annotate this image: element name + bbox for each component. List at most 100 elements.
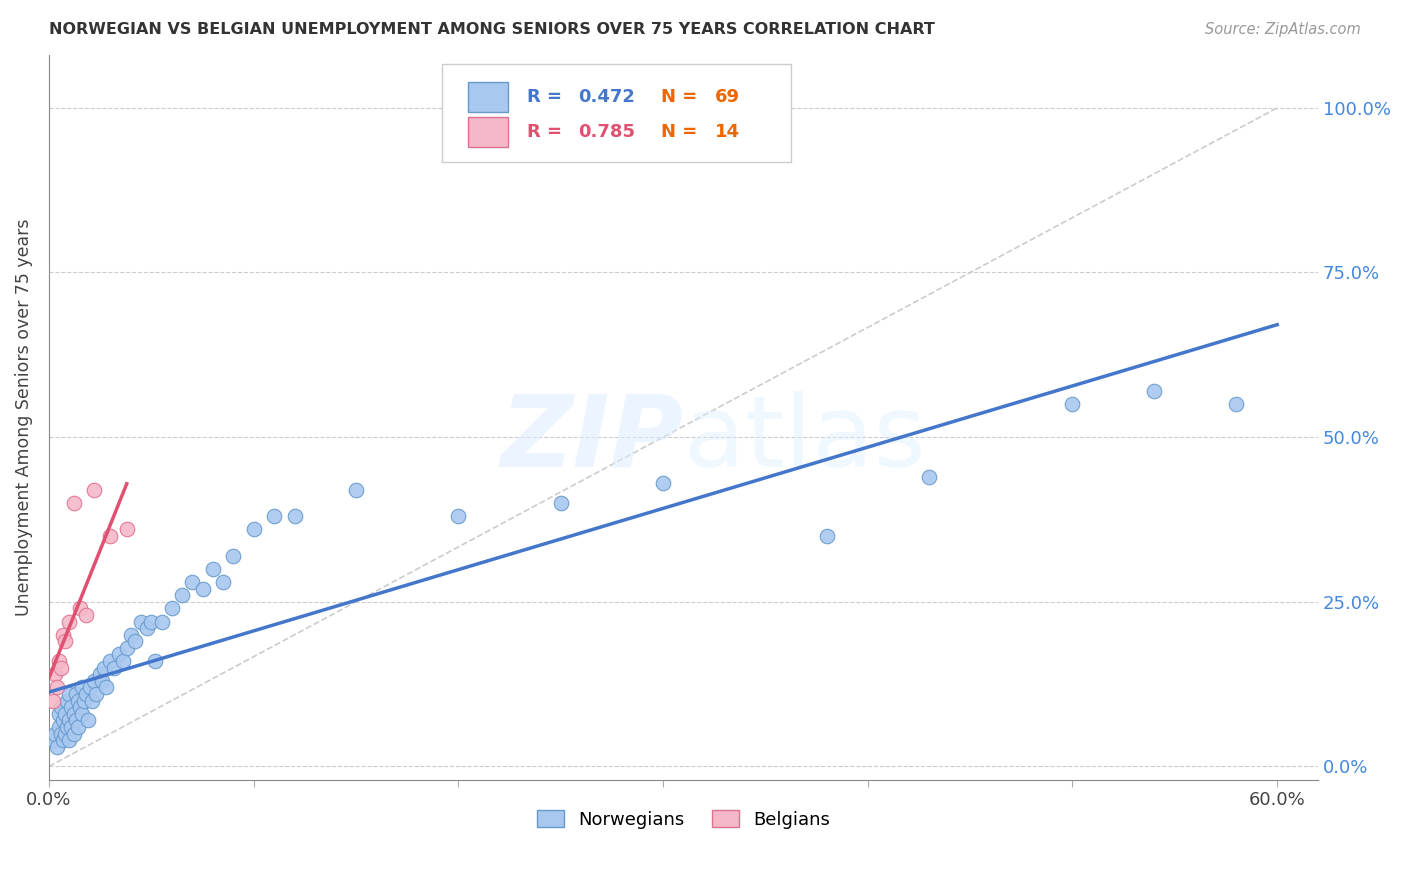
Point [46,681,69,695]
Point [170,588,193,602]
Point [66,720,89,734]
Point [1062,397,1084,411]
Point [212,574,235,589]
Point [73,693,96,707]
Point [160,601,183,615]
Point [652,476,675,491]
Point [96,681,118,695]
FancyBboxPatch shape [443,64,792,161]
Point [51,726,73,740]
Text: 69: 69 [716,88,741,106]
Point [51,660,73,674]
Point [48,706,70,721]
Point [344,483,367,497]
Point [115,640,138,655]
FancyBboxPatch shape [468,117,509,147]
Point [66,693,89,707]
Point [62,496,84,510]
Point [56,720,79,734]
Point [60,700,83,714]
Text: R =: R = [527,88,568,106]
Point [100,529,122,543]
Point [65,687,87,701]
Point [115,522,138,536]
Text: atlas: atlas [683,391,925,488]
Text: 0.785: 0.785 [578,123,636,141]
Point [42,693,65,707]
Point [58,687,80,701]
Point [141,615,163,629]
Text: ZIP: ZIP [501,391,683,488]
Point [46,739,69,754]
Point [222,549,245,563]
FancyBboxPatch shape [468,82,509,112]
Point [145,654,167,668]
Point [75,607,97,622]
Point [1143,384,1166,398]
Point [284,509,307,524]
Text: 0.472: 0.472 [578,88,636,106]
Point [107,648,129,662]
Point [83,483,105,497]
Text: Source: ZipAtlas.com: Source: ZipAtlas.com [1205,22,1361,37]
Point [100,654,122,668]
Point [124,634,146,648]
Point [263,509,285,524]
Point [93,660,115,674]
Point [42,733,65,747]
Text: N =: N = [661,123,703,141]
Point [550,496,572,510]
Point [150,615,173,629]
Point [58,615,80,629]
Point [83,673,105,688]
Point [80,693,103,707]
Point [52,733,75,747]
Point [69,601,91,615]
Point [70,681,93,695]
Point [48,654,70,668]
Point [191,582,214,596]
Point [65,714,87,728]
Point [120,628,142,642]
Point [815,529,838,543]
Point [129,615,152,629]
Point [58,714,80,728]
Text: NORWEGIAN VS BELGIAN UNEMPLOYMENT AMONG SENIORS OVER 75 YEARS CORRELATION CHART: NORWEGIAN VS BELGIAN UNEMPLOYMENT AMONG … [49,22,935,37]
Point [1225,397,1247,411]
Y-axis label: Unemployment Among Seniors over 75 years: Unemployment Among Seniors over 75 years [15,219,32,616]
Point [69,700,91,714]
Point [447,509,470,524]
Point [52,714,75,728]
Point [60,720,83,734]
Point [103,660,125,674]
Point [53,634,76,648]
Point [53,726,76,740]
Text: R =: R = [527,123,568,141]
Point [84,687,107,701]
Point [52,628,75,642]
Point [111,654,134,668]
Point [53,706,76,721]
Point [91,673,114,688]
Point [56,693,79,707]
Point [242,522,264,536]
Point [76,714,98,728]
Point [918,469,941,483]
Text: 14: 14 [716,123,741,141]
Point [51,700,73,714]
Point [62,726,84,740]
Point [79,681,101,695]
Point [48,720,70,734]
Point [70,706,93,721]
Point [181,574,204,589]
Point [201,562,224,576]
Point [44,726,66,740]
Text: N =: N = [661,88,703,106]
Point [75,687,97,701]
Point [44,667,66,681]
Point [62,706,84,721]
Point [58,733,80,747]
Point [136,621,159,635]
Point [89,667,111,681]
Legend: Norwegians, Belgians: Norwegians, Belgians [530,803,838,836]
